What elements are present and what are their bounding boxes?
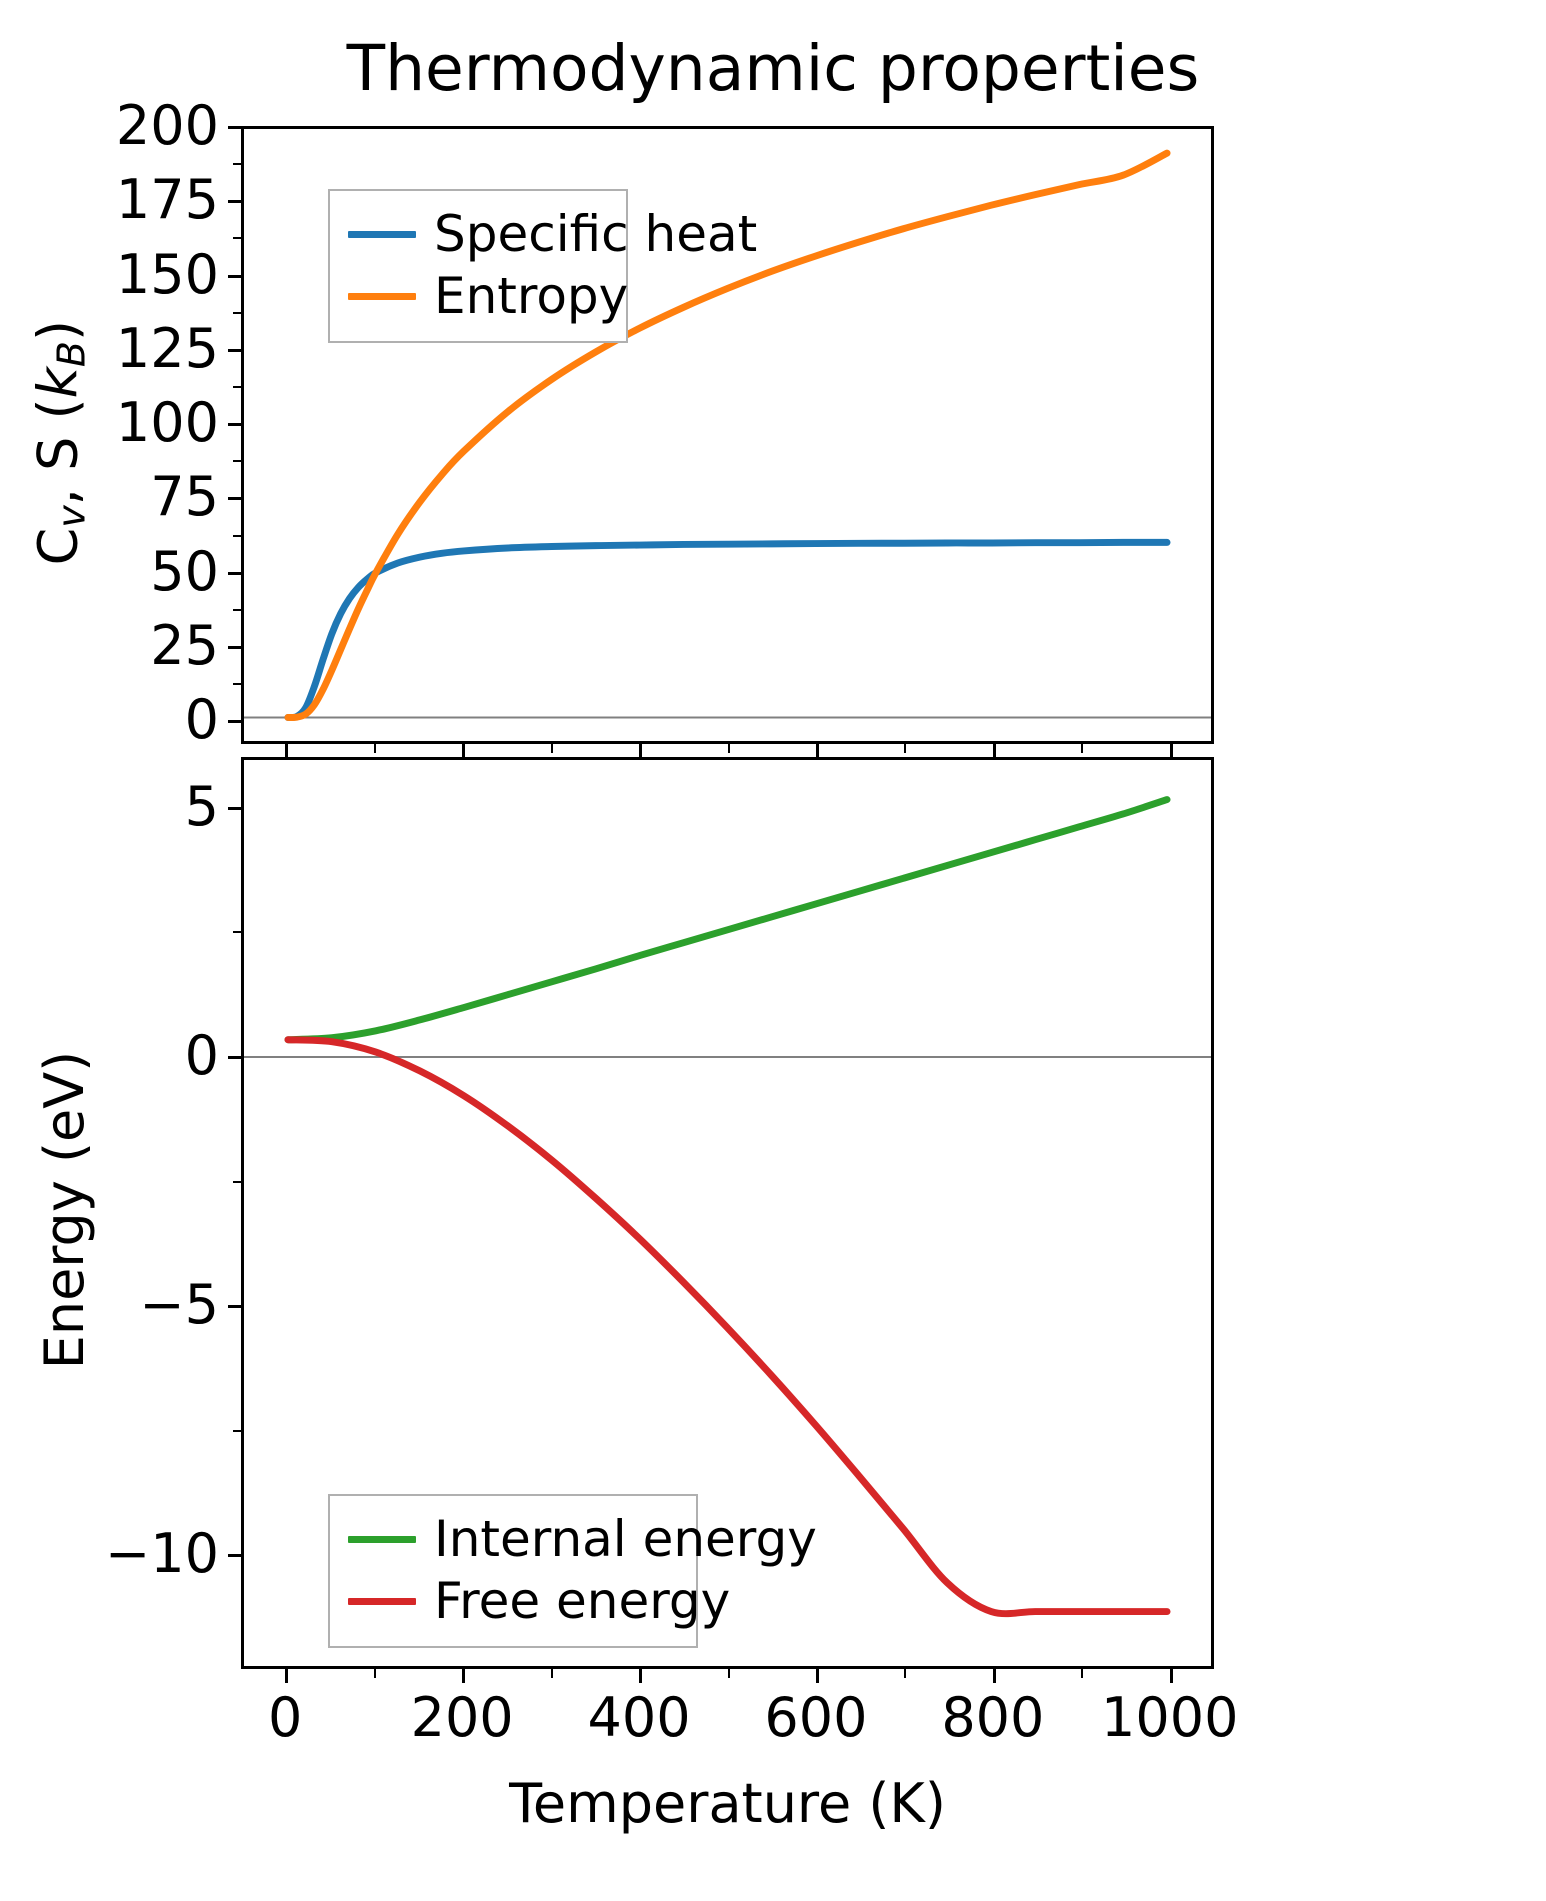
bottom-panel-y-tick	[228, 806, 241, 810]
legend-swatch-specific-heat	[348, 230, 416, 238]
y-minor-tick	[233, 460, 241, 463]
x-axis-title: Temperature (K)	[509, 1772, 946, 1835]
figure-title: Thermodynamic properties	[346, 32, 1200, 105]
top-panel-y-tick-label: 0	[184, 688, 219, 752]
legend-swatch-free-energy	[348, 1597, 416, 1605]
bottom-panel-y-tick-label: 0	[184, 1024, 219, 1088]
y-title-cv: Cv	[26, 505, 94, 566]
legend-label-free-energy: Free energy	[434, 1572, 731, 1630]
legend-item-specific-heat[interactable]: Specific heat	[348, 203, 757, 265]
y-minor-tick	[233, 311, 241, 314]
y-minor-tick	[233, 237, 241, 240]
y-minor-tick	[233, 1180, 241, 1183]
y-title-kb: kB	[26, 341, 94, 399]
x-minor-tick	[550, 744, 553, 753]
top-panel-y-tick-label: 25	[150, 613, 219, 677]
x-minor-tick	[373, 744, 376, 753]
bottom-panel-y-tick	[228, 1305, 241, 1309]
y-minor-tick	[233, 163, 241, 166]
x-minor-tick	[373, 1669, 376, 1678]
top-panel-y-tick	[228, 274, 241, 278]
x-tick-top-panel	[815, 744, 819, 758]
top-panel-y-tick-label: 175	[115, 168, 219, 232]
x-minor-tick	[904, 744, 907, 753]
bottom-panel-legend: Internal energy Free energy	[328, 1494, 817, 1648]
bottom-panel-y-axis-title: Energy (eV)	[33, 1050, 96, 1370]
top-panel-y-tick	[228, 348, 241, 352]
top-panel-y-tick-label: 150	[115, 242, 219, 306]
y-minor-tick	[233, 1429, 241, 1432]
legend-label-specific-heat: Specific heat	[434, 205, 758, 263]
x-tick	[1169, 1669, 1173, 1683]
top-panel-y-tick-label: 50	[150, 539, 219, 603]
x-tick-top-panel	[639, 744, 643, 758]
top-panel-y-tick-label: 125	[115, 316, 219, 380]
legend-swatch-internal-energy	[348, 1535, 416, 1543]
x-tick	[992, 1669, 996, 1683]
y-title-close: )	[26, 319, 90, 342]
bottom-panel-plot	[244, 796, 1211, 1618]
x-tick-top-panel	[462, 744, 466, 758]
y-minor-tick	[233, 683, 241, 686]
y-minor-tick	[233, 534, 241, 537]
x-tick	[639, 1669, 643, 1683]
y-minor-tick	[233, 608, 241, 611]
legend-swatch-entropy	[348, 292, 416, 300]
legend-label-entropy: Entropy	[434, 267, 629, 325]
x-minor-tick	[727, 1669, 730, 1678]
bottom-panel-y-tick-label: −10	[105, 1522, 219, 1586]
top-panel-y-tick-label: 100	[115, 391, 219, 455]
top-panel-y-tick	[228, 720, 241, 724]
top-panel-legend: Specific heat Entropy	[328, 189, 757, 343]
x-tick-label: 600	[764, 1686, 868, 1749]
y-title-kb-subscript: B	[49, 341, 94, 368]
y-minor-tick	[233, 385, 241, 388]
bottom-panel-y-tick	[228, 1554, 241, 1558]
bottom-panel-axes	[241, 757, 1214, 1669]
x-minor-tick	[904, 1669, 907, 1678]
top-panel-y-tick	[228, 571, 241, 575]
top-panel-y-tick	[228, 497, 241, 501]
x-tick	[815, 1669, 819, 1683]
x-tick-top-panel	[285, 744, 289, 758]
series-line-specific-heat	[284, 538, 1171, 722]
x-minor-tick	[550, 1669, 553, 1678]
bottom-panel-y-tick-label: −5	[139, 1273, 219, 1337]
y-title-cv-subscript: v	[49, 505, 94, 528]
series-line-entropy	[284, 149, 1171, 721]
bottom-panel-y-tick-label: 5	[184, 774, 219, 838]
top-panel-y-tick	[228, 645, 241, 649]
x-minor-tick	[1081, 1669, 1084, 1678]
x-tick-top-panel	[992, 744, 996, 758]
y-minor-tick	[233, 931, 241, 934]
x-tick	[462, 1669, 466, 1683]
series-line-free-energy	[284, 1036, 1171, 1618]
top-panel-y-tick	[228, 423, 241, 427]
x-tick-label: 400	[587, 1686, 691, 1749]
x-tick-top-panel	[1169, 744, 1173, 758]
x-tick-label: 200	[410, 1686, 514, 1749]
x-minor-tick	[1081, 744, 1084, 753]
top-panel-plot	[244, 149, 1211, 722]
top-panel-y-tick-label: 75	[150, 465, 219, 529]
bottom-panel-y-tick	[228, 1056, 241, 1060]
legend-label-internal-energy: Internal energy	[434, 1510, 817, 1568]
top-panel-y-axis-title: Cv, S (kB)	[26, 133, 99, 753]
legend-item-free-energy[interactable]: Free energy	[348, 1570, 730, 1632]
top-panel-y-tick	[228, 200, 241, 204]
x-tick	[285, 1669, 289, 1683]
x-tick-label: 0	[268, 1686, 303, 1749]
top-panel-y-tick-label: 200	[115, 94, 219, 157]
legend-item-internal-energy[interactable]: Internal energy	[348, 1508, 817, 1570]
y-title-mid: , S (	[26, 398, 90, 506]
x-tick-label: 800	[941, 1686, 1045, 1749]
top-panel-y-tick	[228, 126, 241, 129]
legend-item-entropy[interactable]: Entropy	[348, 265, 628, 327]
series-line-internal-energy	[284, 796, 1171, 1044]
x-tick-label: 1000	[1101, 1686, 1239, 1749]
x-minor-tick	[727, 744, 730, 753]
